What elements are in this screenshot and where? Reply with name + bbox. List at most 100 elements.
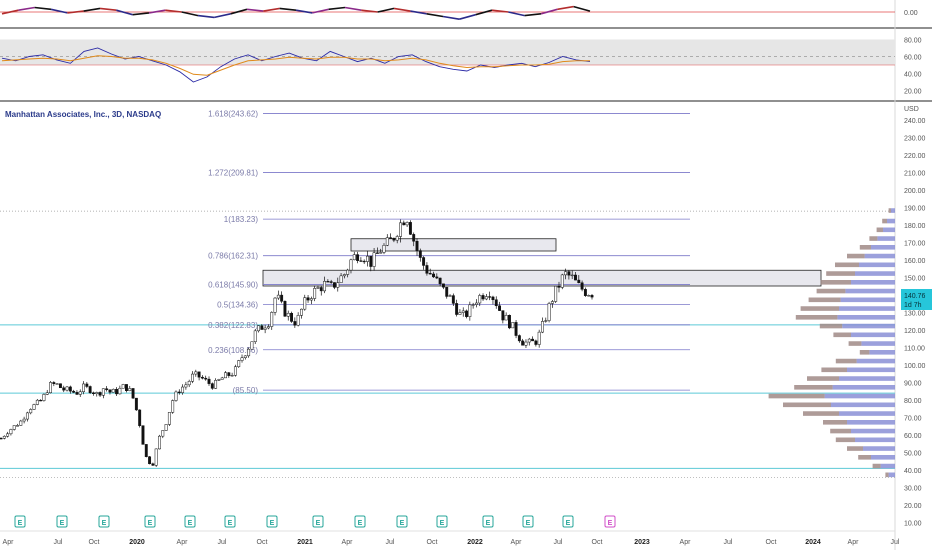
candle-body bbox=[511, 322, 515, 329]
candle-body bbox=[82, 383, 85, 392]
candle-body bbox=[323, 281, 327, 292]
profile-down-bar bbox=[783, 402, 831, 408]
profile-down-bar bbox=[819, 323, 843, 329]
profile-down-bar bbox=[768, 393, 825, 399]
osc-segment bbox=[214, 13, 231, 19]
osc-segment bbox=[361, 9, 378, 13]
candle-body bbox=[207, 378, 211, 384]
candle-body bbox=[557, 285, 561, 288]
profile-down-bar bbox=[859, 350, 870, 355]
profile-down-bar bbox=[821, 367, 847, 373]
osc-segment bbox=[295, 9, 313, 14]
candle-body bbox=[415, 240, 419, 251]
candle-body bbox=[154, 448, 158, 466]
profile-down-bar bbox=[872, 463, 881, 469]
currency-label: USD bbox=[904, 106, 919, 113]
candle-body bbox=[16, 425, 19, 427]
profile-down-bar bbox=[807, 376, 839, 381]
candle-body bbox=[577, 279, 581, 284]
candle-body bbox=[474, 302, 478, 305]
candle-body bbox=[448, 295, 452, 297]
time-tick: Oct bbox=[89, 539, 100, 546]
time-tick: Apr bbox=[342, 539, 354, 546]
osc-segment bbox=[1, 9, 19, 15]
candle-body bbox=[425, 265, 429, 274]
candle-body bbox=[435, 276, 439, 279]
candle-body bbox=[488, 296, 492, 298]
candle-body bbox=[408, 222, 412, 235]
fib-level-label: 1.272(209.81) bbox=[208, 169, 258, 178]
candle-body bbox=[316, 287, 320, 289]
profile-down-bar bbox=[826, 271, 855, 276]
candle-body bbox=[296, 315, 300, 326]
volume-profile bbox=[768, 208, 895, 478]
time-tick: Jul bbox=[891, 539, 900, 546]
time-tick: Jul bbox=[54, 539, 63, 546]
profile-down-bar bbox=[847, 253, 865, 259]
candle-body bbox=[366, 255, 369, 262]
profile-up-bar bbox=[869, 350, 895, 355]
profile-down-bar bbox=[835, 437, 855, 443]
candle-body bbox=[125, 384, 128, 391]
candle-body bbox=[184, 384, 188, 388]
candle-body bbox=[247, 348, 251, 357]
price-tick: 220.00 bbox=[904, 153, 926, 160]
earnings-marker-label: E bbox=[566, 520, 571, 527]
candle-body bbox=[72, 390, 76, 393]
candle-body bbox=[290, 312, 293, 322]
osc-segment bbox=[230, 8, 248, 15]
osc-segment bbox=[508, 11, 525, 17]
candle-body bbox=[210, 383, 214, 389]
candle-body bbox=[389, 237, 393, 239]
profile-up-bar bbox=[824, 393, 895, 399]
price-tag: 140.76 1d 7h bbox=[901, 289, 932, 310]
time-axis[interactable]: Apr Jul Oct 2020 Apr Jul Oct 2021 Apr Jul Oct 2022 A… bbox=[3, 539, 900, 546]
candle-body bbox=[35, 399, 39, 405]
profile-down-bar bbox=[835, 262, 859, 268]
time-tick: Apr bbox=[848, 539, 860, 546]
candle-body bbox=[32, 404, 36, 410]
time-tick: Jul bbox=[386, 539, 395, 546]
candle-body bbox=[263, 327, 267, 330]
earnings-marker-box bbox=[14, 515, 26, 528]
candle-body bbox=[583, 289, 587, 296]
candle-body bbox=[517, 335, 521, 342]
candle-body bbox=[187, 381, 191, 386]
candle-body bbox=[45, 392, 49, 395]
fib-level-label: (85.50) bbox=[233, 386, 259, 395]
profile-up-bar bbox=[855, 437, 895, 443]
price-panel[interactable]: 1.618(243.62) 1.272(209.81) 1(183.23) 0.786… bbox=[0, 109, 895, 478]
candle-body bbox=[181, 386, 185, 393]
candle-body bbox=[121, 384, 125, 389]
profile-up-bar bbox=[863, 446, 895, 451]
candle-body bbox=[131, 388, 135, 399]
profile-up-bar bbox=[861, 341, 895, 346]
candle-body bbox=[574, 274, 577, 281]
candle-body bbox=[395, 236, 399, 241]
candle-body bbox=[570, 274, 574, 277]
candle-body bbox=[326, 281, 330, 283]
candle-body bbox=[134, 397, 138, 411]
osc-tick: 0.00 bbox=[904, 10, 918, 17]
price-axis[interactable]: 240.00 230.00 220.00 210.00 200.00 190.00 180.… bbox=[904, 118, 926, 528]
osc-segment bbox=[573, 5, 591, 12]
earnings-marker-box bbox=[56, 515, 68, 528]
candle-body bbox=[590, 295, 594, 298]
osc-segment bbox=[426, 13, 444, 18]
price-tick: 200.00 bbox=[904, 188, 926, 195]
candle-body bbox=[194, 371, 198, 375]
earnings-marker-box bbox=[562, 515, 574, 528]
earnings-marker-label: E bbox=[188, 520, 193, 527]
candle-body bbox=[564, 271, 568, 276]
profile-up-bar bbox=[840, 297, 895, 303]
candle-body bbox=[580, 282, 584, 290]
candle-body bbox=[375, 252, 379, 254]
candle-body bbox=[118, 387, 122, 395]
earnings-future-label: E bbox=[608, 520, 613, 527]
candle-body bbox=[2, 435, 6, 439]
candle-body bbox=[128, 388, 132, 391]
candle-body bbox=[352, 254, 356, 261]
candle-body bbox=[567, 271, 571, 276]
profile-down-bar bbox=[882, 218, 887, 224]
